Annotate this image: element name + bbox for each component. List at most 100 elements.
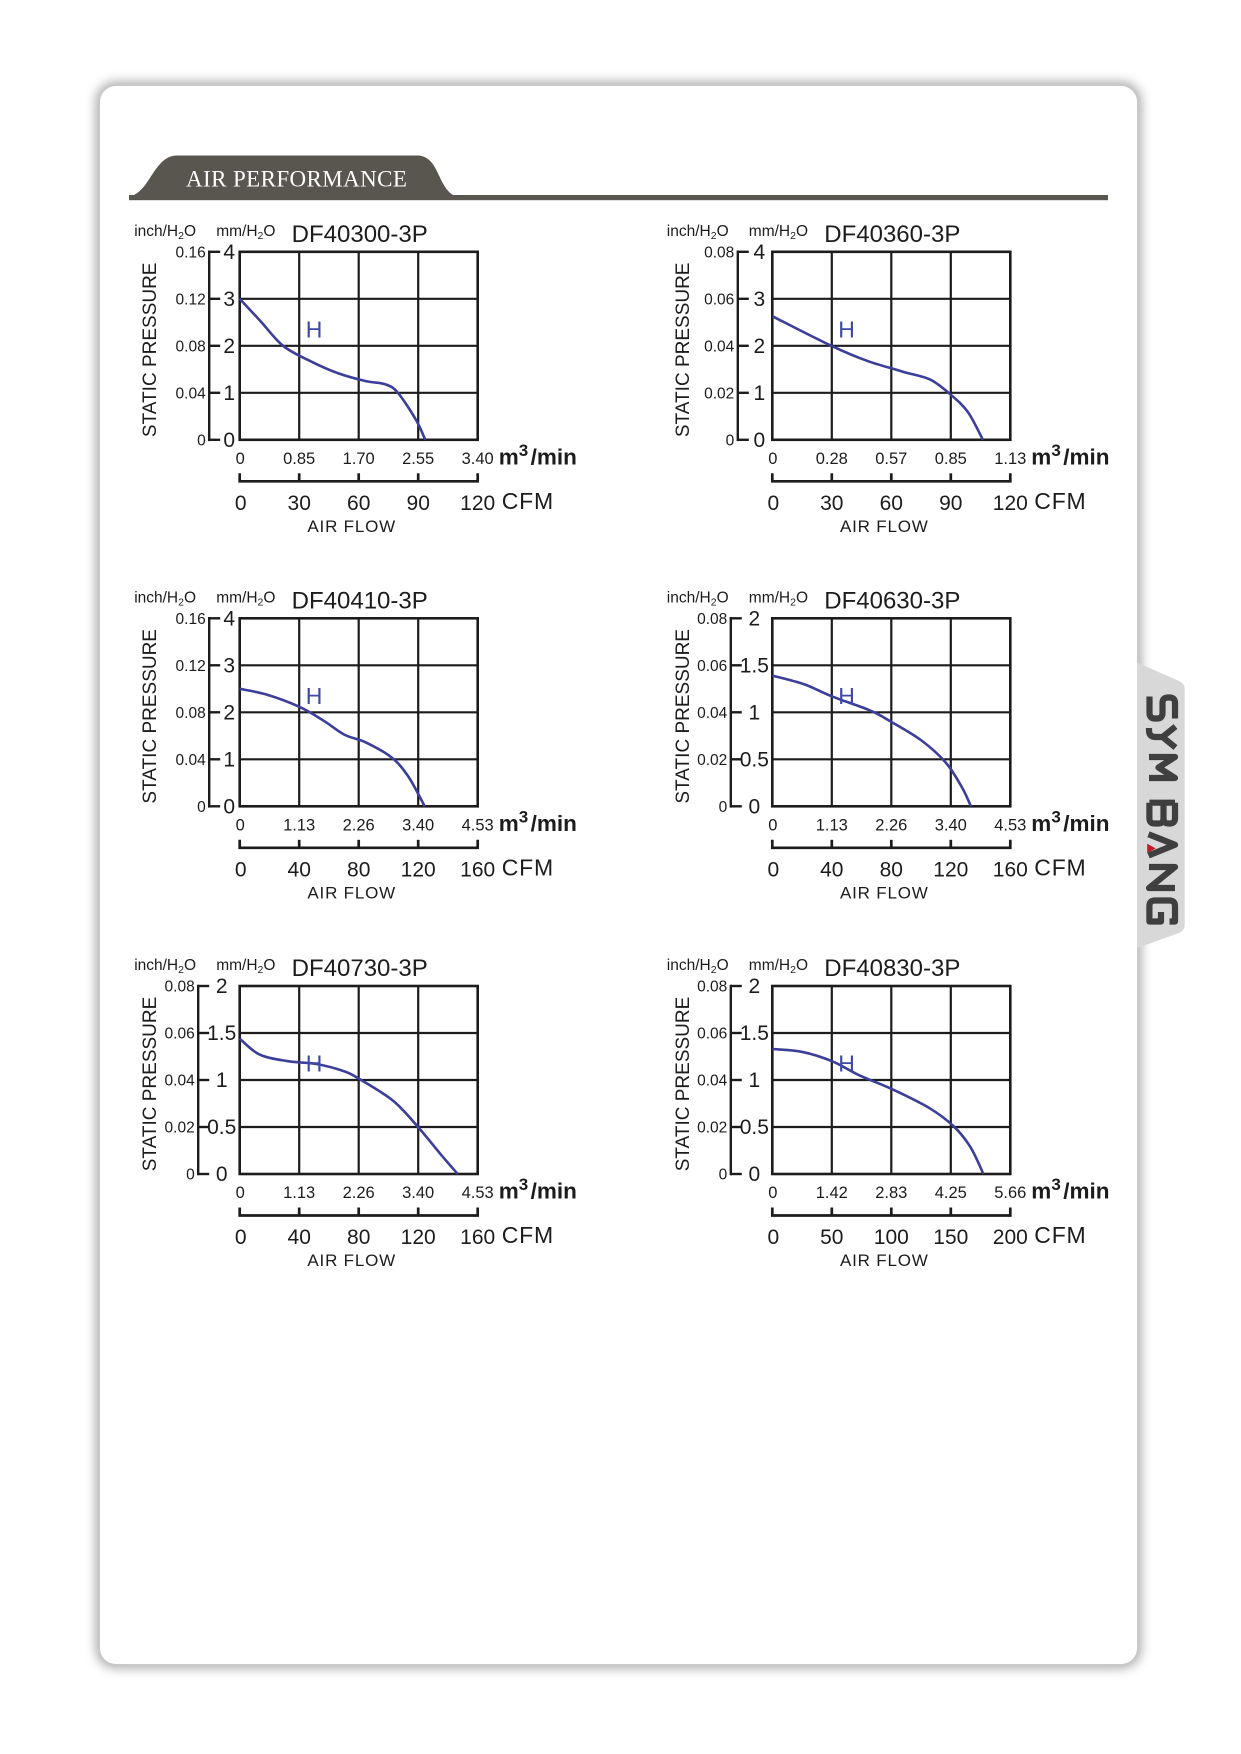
svg-text:0.57: 0.57 (875, 450, 907, 468)
svg-text:1.13: 1.13 (283, 816, 315, 834)
svg-text:30: 30 (288, 492, 311, 515)
svg-text:inch/H2O: inch/H2O (134, 957, 196, 976)
svg-text:60: 60 (347, 492, 370, 515)
svg-text:1.5: 1.5 (207, 1022, 236, 1045)
svg-text:0.02: 0.02 (704, 385, 734, 402)
svg-text:0: 0 (768, 816, 777, 834)
svg-text:80: 80 (880, 858, 903, 881)
svg-text:2.26: 2.26 (343, 1184, 375, 1202)
svg-text:AIR PERFORMANCE: AIR PERFORMANCE (186, 167, 407, 192)
svg-text:0: 0 (235, 858, 247, 881)
svg-text:0.08: 0.08 (697, 611, 727, 628)
svg-text:200: 200 (993, 1226, 1028, 1249)
svg-text:H: H (838, 316, 855, 342)
svg-text:0: 0 (768, 1184, 777, 1202)
svg-text:1.5: 1.5 (740, 654, 769, 677)
svg-text:2: 2 (216, 975, 228, 998)
svg-text:STATIC PRESSURE: STATIC PRESSURE (673, 263, 694, 438)
svg-text:4.53: 4.53 (462, 816, 494, 834)
svg-text:m3/min: m3/min (1031, 1175, 1109, 1204)
svg-text:H: H (838, 1051, 855, 1077)
svg-text:3.40: 3.40 (462, 450, 494, 468)
svg-text:1.5: 1.5 (740, 1022, 769, 1045)
svg-text:m3/min: m3/min (1031, 441, 1109, 470)
svg-text:1: 1 (223, 748, 235, 771)
svg-text:DF40410-3P: DF40410-3P (292, 587, 428, 614)
svg-text:CFM: CFM (1034, 1222, 1086, 1248)
svg-text:0.08: 0.08 (176, 338, 206, 355)
svg-text:0: 0 (719, 799, 728, 816)
svg-text:0.5: 0.5 (740, 748, 769, 771)
svg-text:0: 0 (753, 429, 765, 452)
svg-text:0: 0 (748, 795, 760, 818)
svg-text:mm/H2O: mm/H2O (216, 223, 275, 242)
svg-text:CFM: CFM (502, 1222, 554, 1248)
svg-text:4: 4 (753, 241, 765, 264)
svg-text:0: 0 (726, 432, 735, 449)
svg-text:3: 3 (223, 288, 235, 311)
svg-text:0.28: 0.28 (816, 450, 848, 468)
svg-text:5.66: 5.66 (994, 1184, 1026, 1202)
svg-text:2.26: 2.26 (343, 816, 375, 834)
svg-text:AIR FLOW: AIR FLOW (840, 1251, 929, 1270)
svg-text:0.02: 0.02 (697, 752, 727, 769)
svg-text:AIR FLOW: AIR FLOW (840, 517, 929, 536)
svg-text:AIR FLOW: AIR FLOW (307, 883, 396, 902)
svg-text:1: 1 (223, 382, 235, 405)
svg-text:0: 0 (197, 799, 206, 816)
svg-text:0: 0 (236, 1184, 245, 1202)
svg-text:mm/H2O: mm/H2O (749, 957, 808, 976)
svg-text:40: 40 (288, 858, 311, 881)
svg-text:STATIC PRESSURE: STATIC PRESSURE (140, 997, 161, 1172)
svg-text:0.06: 0.06 (697, 1026, 727, 1043)
svg-text:2: 2 (223, 701, 235, 724)
svg-text:0: 0 (236, 450, 245, 468)
svg-text:0.08: 0.08 (165, 979, 195, 996)
svg-text:0: 0 (236, 816, 245, 834)
svg-text:0.08: 0.08 (697, 979, 727, 996)
svg-text:0.08: 0.08 (704, 244, 734, 261)
svg-text:STATIC PRESSURE: STATIC PRESSURE (140, 263, 161, 438)
svg-text:inch/H2O: inch/H2O (134, 589, 196, 608)
svg-text:120: 120 (993, 492, 1028, 515)
svg-text:inch/H2O: inch/H2O (667, 957, 729, 976)
svg-text:50: 50 (820, 1226, 843, 1249)
svg-text:0.04: 0.04 (176, 752, 207, 769)
svg-text:0: 0 (767, 492, 779, 515)
svg-text:0.02: 0.02 (697, 1120, 727, 1137)
svg-text:90: 90 (407, 492, 430, 515)
svg-text:H: H (306, 1051, 323, 1077)
svg-text:0.85: 0.85 (283, 450, 315, 468)
svg-text:CFM: CFM (1034, 854, 1086, 880)
svg-text:0.16: 0.16 (176, 611, 206, 628)
svg-text:2: 2 (748, 975, 760, 998)
svg-text:0.08: 0.08 (176, 705, 206, 722)
svg-text:60: 60 (880, 492, 903, 515)
svg-text:m3/min: m3/min (499, 1175, 577, 1204)
svg-text:STATIC PRESSURE: STATIC PRESSURE (673, 629, 694, 804)
svg-text:0: 0 (197, 432, 206, 449)
svg-text:120: 120 (401, 1226, 436, 1249)
svg-text:0: 0 (223, 429, 235, 452)
svg-text:3: 3 (753, 288, 765, 311)
svg-text:0.12: 0.12 (176, 291, 206, 308)
svg-text:inch/H2O: inch/H2O (667, 589, 729, 608)
svg-text:30: 30 (820, 492, 843, 515)
svg-text:0: 0 (748, 1163, 760, 1186)
svg-text:0: 0 (767, 1226, 779, 1249)
svg-text:mm/H2O: mm/H2O (216, 589, 275, 608)
svg-text:2.83: 2.83 (875, 1184, 907, 1202)
svg-text:0.06: 0.06 (165, 1026, 195, 1043)
svg-text:0.5: 0.5 (740, 1116, 769, 1139)
svg-text:2: 2 (753, 335, 765, 358)
svg-text:STATIC PRESSURE: STATIC PRESSURE (673, 997, 694, 1172)
svg-text:0.06: 0.06 (697, 658, 727, 675)
svg-text:1.42: 1.42 (816, 1184, 848, 1202)
svg-text:0: 0 (767, 858, 779, 881)
svg-text:AIR FLOW: AIR FLOW (840, 883, 929, 902)
svg-text:0: 0 (235, 492, 247, 515)
svg-text:0.04: 0.04 (697, 705, 728, 722)
svg-text:DF40360-3P: DF40360-3P (824, 221, 960, 248)
svg-text:m3/min: m3/min (1031, 807, 1109, 836)
svg-text:2: 2 (748, 607, 760, 630)
